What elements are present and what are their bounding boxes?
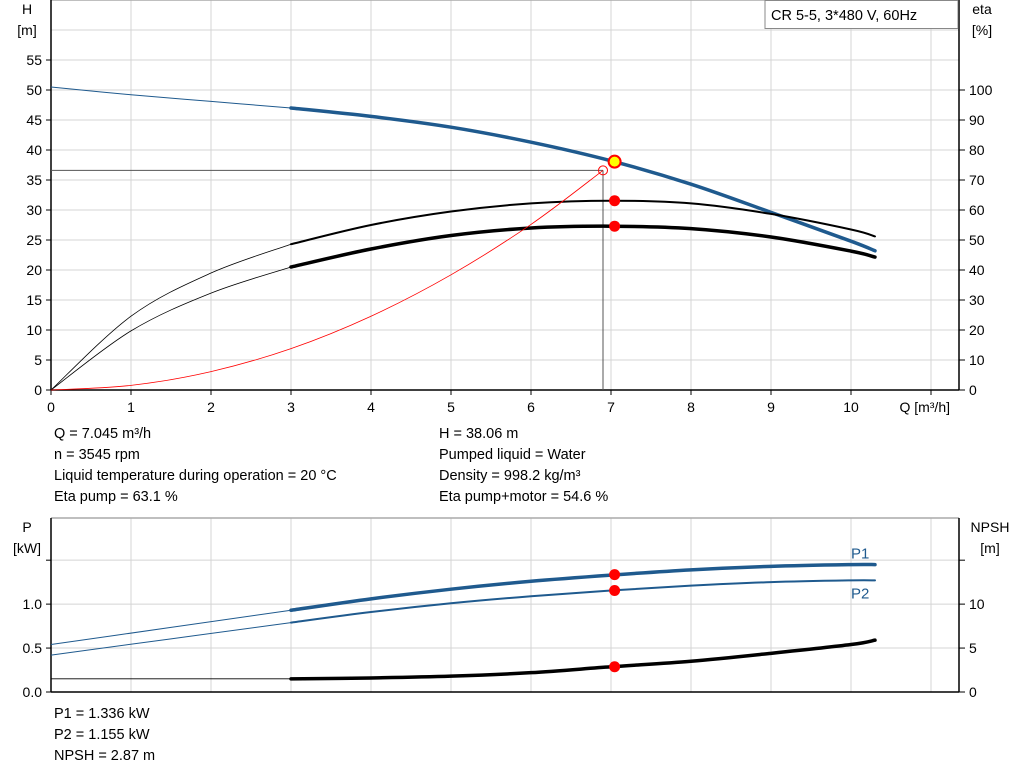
x-tick-label: 3 [287, 399, 295, 415]
head-chart-tick-label-left: 35 [26, 172, 42, 188]
info-liquid-temperature: Liquid temperature during operation = 20… [54, 468, 337, 484]
head-chart-ylabel-left: H [22, 1, 32, 17]
head-chart-tick-label-left: 55 [26, 52, 42, 68]
x-tick-label: 1 [127, 399, 135, 415]
info-eta-pump: Eta pump = 63.1 % [54, 489, 178, 505]
head-chart-eta_pump-curve-extrapolated [50, 243, 292, 391]
power-chart-tick-label-left: 0.0 [23, 684, 43, 700]
info-head: H = 38.06 m [439, 426, 519, 442]
power-chart-ylabel-right: NPSH [971, 519, 1010, 535]
head-chart-eta_pump_motor-curve-extrapolated [50, 266, 292, 391]
head-chart-tick-label-right: 50 [969, 232, 985, 248]
x-tick-label: 0 [47, 399, 55, 415]
head-chart-tick-label-left: 10 [26, 322, 42, 338]
power-chart-p2-curve-extrapolated [50, 622, 292, 656]
requested-point-marker [598, 165, 608, 176]
x-tick-label: 6 [527, 399, 535, 415]
head-chart-tick-label-left: 20 [26, 262, 42, 278]
head-chart-eta_pump_motor-curve [289, 224, 877, 269]
head-chart-tick-label-left: 25 [26, 232, 42, 248]
p1-series-label: P1 [851, 546, 869, 563]
power-chart-tick-label-left: 1.0 [23, 596, 43, 612]
power-chart-ylabel-left-unit: [kW] [13, 540, 41, 556]
eta-pump-motor-duty-marker [609, 220, 621, 232]
x-axis-label: Q [m³/h] [899, 399, 950, 415]
head-chart-tick-label-left: 30 [26, 202, 42, 218]
x-tick-label: 5 [447, 399, 455, 415]
x-tick-label: 7 [607, 399, 615, 415]
info-top-right: H = 38.06 m Pumped liquid = Water Densit… [439, 424, 608, 508]
power-chart-tick-label-right: 10 [969, 596, 985, 612]
head-chart-tick-label-right: 100 [969, 82, 993, 98]
head-chart-ylabel-left-unit: [m] [17, 22, 36, 38]
head-chart-tick-label-left: 5 [34, 352, 42, 368]
power-chart-ylabel-right-unit: [m] [980, 540, 999, 556]
head-chart-tick-label-left: 40 [26, 142, 42, 158]
head-chart-tick-label-left: 45 [26, 112, 42, 128]
head-chart-tick-label-right: 30 [969, 292, 985, 308]
info-speed: n = 3545 rpm [54, 447, 140, 463]
info-p1: P1 = 1.336 kW [54, 706, 150, 722]
info-npsh: NPSH = 2.87 m [54, 748, 156, 764]
info-p2: P2 = 1.155 kW [54, 727, 150, 743]
info-flow: Q = 7.045 m³/h [54, 426, 152, 442]
head-chart-head-curve [289, 106, 877, 253]
power-chart-npsh-curve [289, 638, 877, 681]
head-chart-head-curve-extrapolated [50, 86, 292, 109]
p2-series-label: P2 [851, 585, 869, 602]
power-chart-p1-curve [289, 562, 877, 613]
info-top-left: Q = 7.045 m³/h n = 3545 rpm Liquid tempe… [54, 424, 337, 508]
head-chart-ylabel-right-unit: [%] [972, 22, 992, 38]
head-chart-tick-label-left: 50 [26, 82, 42, 98]
npsh-duty-marker [609, 661, 621, 673]
power-chart-tick-label-right: 5 [969, 640, 977, 656]
p2-duty-marker [609, 585, 621, 596]
chart-title: CR 5-5, 3*480 V, 60Hz [771, 8, 917, 24]
info-density: Density = 998.2 kg/m³ [439, 468, 581, 484]
head-chart-tick-label-right: 10 [969, 352, 985, 368]
power-chart-p1-curve-extrapolated [50, 609, 292, 646]
x-tick-label: 2 [207, 399, 215, 415]
head-chart-tick-label-right: 70 [969, 172, 985, 188]
p1-duty-marker [609, 569, 621, 581]
title-box [764, 0, 959, 29]
head-chart-system_curve-curve [50, 170, 604, 391]
eta-pump-duty-marker [609, 195, 621, 207]
info-pumped-liquid: Pumped liquid = Water [439, 447, 586, 463]
info-eta-pump-motor: Eta pump+motor = 54.6 % [439, 489, 609, 505]
head-chart-tick-label-right: 60 [969, 202, 985, 218]
duty-point-marker [607, 154, 622, 169]
head-chart-eta_pump-curve [290, 199, 876, 246]
head-chart-tick-label-right: 90 [969, 112, 985, 128]
power-chart-ylabel-left: P [22, 519, 31, 535]
head-chart-tick-label-right: 0 [969, 382, 977, 398]
head-chart-tick-label-left: 0 [34, 382, 42, 398]
x-tick-label: 9 [767, 399, 775, 415]
head-chart-ylabel-right: eta [972, 1, 992, 17]
power-chart-tick-label-left: 0.5 [23, 640, 43, 656]
power-chart-tick-label-right: 0 [969, 684, 977, 700]
power-chart-p2-curve [290, 579, 876, 624]
head-chart-tick-label-right: 20 [969, 322, 985, 338]
x-tick-label: 4 [367, 399, 375, 415]
head-chart-tick-label-left: 15 [26, 292, 42, 308]
x-tick-label: 8 [687, 399, 695, 415]
x-tick-label: 10 [843, 399, 859, 415]
head-chart-tick-label-right: 40 [969, 262, 985, 278]
head-chart-tick-label-right: 80 [969, 142, 985, 158]
info-bottom: P1 = 1.336 kW P2 = 1.155 kW NPSH = 2.87 … [54, 704, 155, 767]
